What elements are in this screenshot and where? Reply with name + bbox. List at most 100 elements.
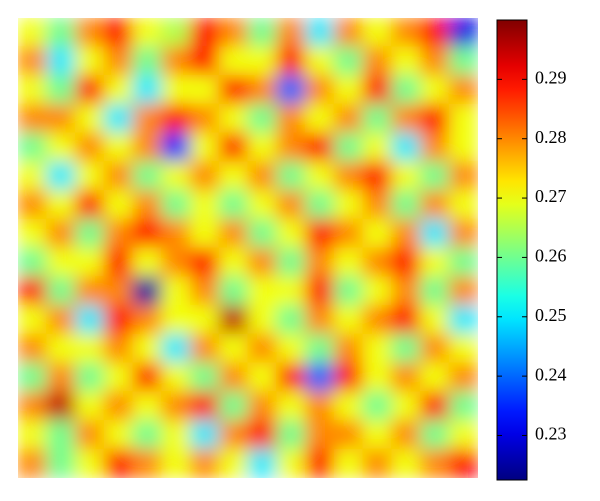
heatmap-cell bbox=[276, 161, 306, 191]
heatmap-cell bbox=[420, 46, 450, 76]
heatmap-cell bbox=[18, 420, 48, 450]
heatmap-cell bbox=[247, 420, 278, 450]
heatmap-cell bbox=[362, 46, 393, 76]
heatmap-cell bbox=[218, 103, 249, 134]
heatmap-cell bbox=[46, 18, 76, 48]
heatmap-cell bbox=[132, 247, 163, 278]
heatmap-cell bbox=[247, 75, 278, 105]
heatmap-cell bbox=[75, 190, 105, 220]
heatmap-cell bbox=[420, 420, 450, 450]
heatmap-cell bbox=[132, 75, 163, 105]
heatmap-cell bbox=[46, 247, 76, 278]
heatmap-cell bbox=[276, 18, 306, 48]
heatmap-cell bbox=[132, 190, 163, 220]
heatmap-cell bbox=[448, 420, 478, 450]
heatmap-cell bbox=[132, 420, 163, 450]
heatmap-cell bbox=[276, 247, 306, 278]
heatmap-cell bbox=[161, 276, 191, 306]
heatmap-cell bbox=[305, 218, 335, 249]
heatmap-cell bbox=[161, 305, 191, 335]
heatmap-cell bbox=[305, 103, 335, 134]
heatmap-cell bbox=[391, 103, 421, 134]
heatmap-cell bbox=[391, 18, 421, 48]
heatmap-cell bbox=[18, 276, 48, 306]
colorbar-tick-label: 0.24 bbox=[535, 364, 567, 384]
heatmap-cell bbox=[103, 46, 134, 76]
heatmap-cell bbox=[190, 305, 220, 335]
heatmap-cell bbox=[18, 103, 48, 134]
heatmap-cell bbox=[247, 218, 278, 249]
heatmap-cell bbox=[391, 132, 421, 163]
heatmap-cell bbox=[276, 75, 306, 105]
heatmap-cell bbox=[276, 362, 306, 393]
heatmap-cell bbox=[448, 247, 478, 278]
heatmap-cell bbox=[46, 448, 76, 478]
heatmap-cell bbox=[276, 333, 306, 364]
heatmap-cell bbox=[420, 103, 450, 134]
colorbar-tick-label: 0.28 bbox=[535, 127, 567, 147]
heatmap-cell bbox=[333, 247, 364, 278]
heatmap-cell bbox=[333, 46, 364, 76]
heatmap-cell bbox=[391, 362, 421, 393]
heatmap-cell bbox=[391, 247, 421, 278]
heatmap-cell bbox=[132, 46, 163, 76]
heatmap-cell bbox=[75, 362, 105, 393]
heatmap-cell bbox=[46, 46, 76, 76]
heatmap-cell bbox=[420, 333, 450, 364]
heatmap-cell bbox=[46, 103, 76, 134]
heatmap-cell bbox=[448, 276, 478, 306]
heatmap-cells bbox=[18, 18, 478, 478]
heatmap-cell bbox=[103, 161, 134, 191]
heatmap-cell bbox=[218, 391, 249, 421]
heatmap-cell bbox=[305, 161, 335, 191]
heatmap-cell bbox=[75, 132, 105, 163]
heatmap-cell bbox=[247, 391, 278, 421]
heatmap-cell bbox=[190, 103, 220, 134]
heatmap-cell bbox=[391, 218, 421, 249]
heatmap-cell bbox=[362, 132, 393, 163]
heatmap-cell bbox=[161, 391, 191, 421]
heatmap-cell bbox=[190, 75, 220, 105]
heatmap-cell bbox=[362, 448, 393, 478]
heatmap-cell bbox=[190, 161, 220, 191]
heatmap-cell bbox=[276, 46, 306, 76]
heatmap-cell bbox=[420, 75, 450, 105]
heatmap-cell bbox=[247, 190, 278, 220]
colorbar-tick-label: 0.27 bbox=[535, 186, 567, 206]
heatmap-cell bbox=[132, 333, 163, 364]
heatmap-cell bbox=[190, 362, 220, 393]
heatmap-cell bbox=[103, 305, 134, 335]
heatmap-cell bbox=[362, 161, 393, 191]
heatmap-cell bbox=[190, 190, 220, 220]
heatmap-cell bbox=[132, 276, 163, 306]
heatmap-cell bbox=[103, 18, 134, 48]
heatmap-cell bbox=[305, 391, 335, 421]
heatmap-cell bbox=[247, 46, 278, 76]
heatmap-cell bbox=[46, 362, 76, 393]
heatmap-cell bbox=[190, 132, 220, 163]
heatmap-cell bbox=[161, 247, 191, 278]
heatmap-cell bbox=[103, 362, 134, 393]
heatmap-cell bbox=[362, 18, 393, 48]
heatmap-cell bbox=[161, 218, 191, 249]
heatmap-cell bbox=[247, 362, 278, 393]
heatmap-cell bbox=[305, 132, 335, 163]
heatmap-cell bbox=[420, 190, 450, 220]
colorbar bbox=[496, 19, 528, 481]
heatmap-cell bbox=[362, 391, 393, 421]
heatmap-cell bbox=[448, 103, 478, 134]
heatmap-cell bbox=[161, 420, 191, 450]
heatmap-cell bbox=[448, 305, 478, 335]
heatmap-cell bbox=[362, 362, 393, 393]
heatmap-cell bbox=[333, 18, 364, 48]
heatmap-cell bbox=[132, 391, 163, 421]
heatmap-cell bbox=[391, 305, 421, 335]
heatmap-cell bbox=[132, 305, 163, 335]
heatmap-cell bbox=[46, 218, 76, 249]
heatmap-cell bbox=[103, 448, 134, 478]
heatmap-cell bbox=[161, 46, 191, 76]
heatmap-cell bbox=[333, 132, 364, 163]
heatmap-cell bbox=[218, 247, 249, 278]
heatmap-cell bbox=[103, 391, 134, 421]
